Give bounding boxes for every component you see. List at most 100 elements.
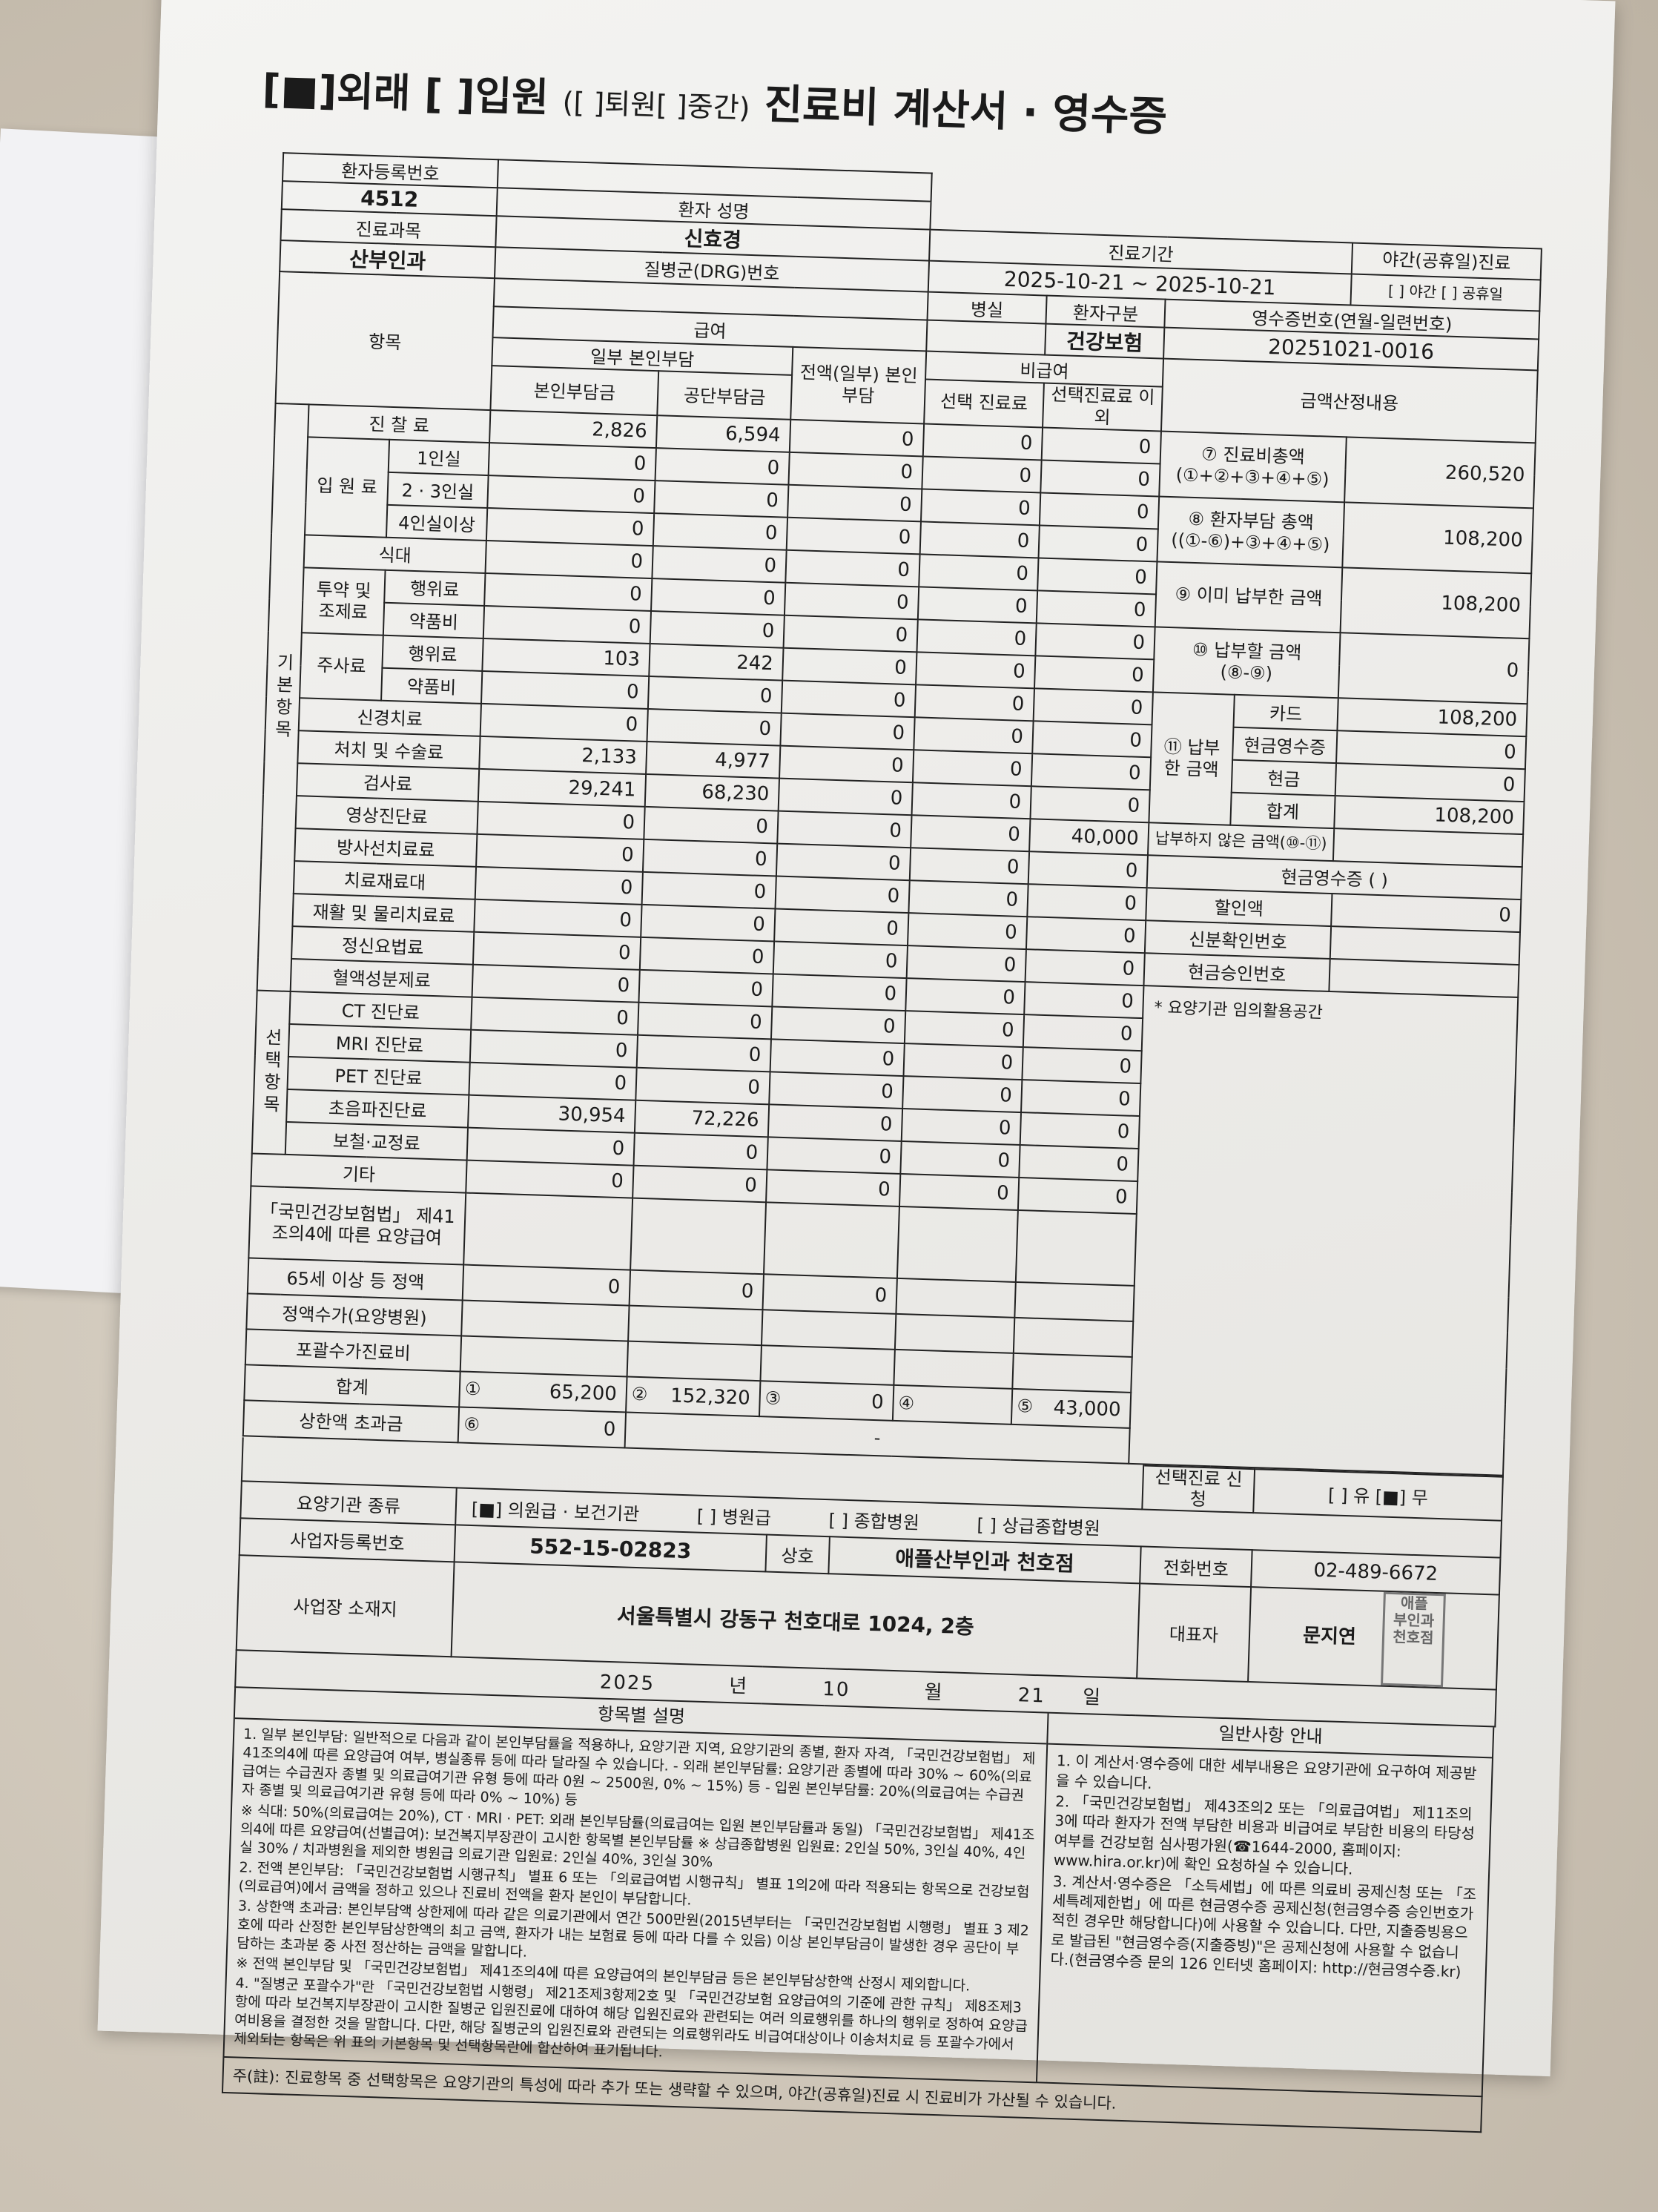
amount-cell: 0 bbox=[786, 517, 922, 554]
amount-cell bbox=[760, 1344, 895, 1385]
amount-cell: 0 bbox=[779, 745, 914, 782]
amount-cell: 0 bbox=[1025, 916, 1146, 953]
amount-cell: 0 bbox=[484, 572, 653, 611]
amount-cell: 0 bbox=[651, 578, 786, 615]
circled-number-mark: ③ bbox=[764, 1387, 782, 1409]
row-label: 방사선치료료 bbox=[294, 828, 478, 867]
amount-cell: 0 bbox=[476, 833, 644, 872]
amount-cell: 0 bbox=[773, 941, 908, 978]
item-explanations: 항목별 설명 1. 일부 본인부담: 일반적으로 다음과 같이 본인부담률을 적… bbox=[224, 1688, 1049, 2081]
amount-cell: 0 bbox=[480, 670, 650, 709]
amount-cell: 0 bbox=[1021, 1079, 1141, 1116]
approval-no-label: 현금승인번호 bbox=[1143, 952, 1330, 991]
amount-cell: 0 bbox=[1041, 427, 1162, 464]
row-label: 1인실 bbox=[388, 439, 490, 475]
amount-cell: 0 bbox=[1032, 720, 1152, 757]
amount-cell: 68,230 bbox=[644, 773, 780, 811]
total-cell-2: ② 152,320 bbox=[626, 1376, 761, 1416]
row-label: PET 진단료 bbox=[287, 1056, 470, 1095]
amount-cell: 0 bbox=[788, 452, 923, 489]
phone-label: 전화번호 bbox=[1140, 1546, 1252, 1588]
facility-type-label: 요양기관 종류 bbox=[240, 1481, 457, 1525]
amount-cell: 0 bbox=[770, 1006, 906, 1043]
amount-cell: 0 bbox=[638, 1002, 773, 1039]
room bbox=[926, 320, 1046, 355]
amount-cell: 0 bbox=[903, 1043, 1023, 1080]
facility-table: 선택진료 신청 [ ] 유 [■] 무 요양기관 종류 [■] 의원급 · 보건… bbox=[234, 1436, 1504, 1728]
amount-cell bbox=[1012, 1353, 1132, 1393]
amount-cell: 0 bbox=[641, 871, 776, 909]
col-selective-label: 선택 진료료 bbox=[924, 379, 1044, 428]
amount-cell: 0 bbox=[783, 615, 918, 652]
amount-cell: 0 bbox=[1017, 1177, 1138, 1214]
amount-cell: 6,594 bbox=[655, 415, 791, 452]
document-name: 진료비 계산서 · 영수증 bbox=[763, 80, 1168, 142]
amount-cell: 0 bbox=[647, 708, 782, 746]
amount-cell: 0 bbox=[636, 1034, 771, 1072]
amount-cell: 0 bbox=[911, 814, 1031, 851]
circled-number-mark: ⑤ bbox=[1017, 1395, 1034, 1417]
total-cell-5: ⑤ 43,000 bbox=[1011, 1388, 1132, 1428]
amount-cell: 242 bbox=[649, 643, 784, 681]
row-label: 식대 bbox=[303, 534, 486, 573]
amount-cell bbox=[894, 1349, 1014, 1389]
amount-cell: 0 bbox=[633, 1165, 767, 1202]
general-info-2: 2. 「국민건강보험법」 제43조의2 또는 「의료급여법」 제11조의3에 따… bbox=[1053, 1792, 1476, 1878]
cap-excess-label: 상한액 초과금 bbox=[242, 1399, 460, 1442]
total-cell-4: ④ bbox=[892, 1384, 1013, 1424]
billing-table: 환자등록번호 4512 환자 성명 진료과목 신효경 진료기간 야간(공휴일)진… bbox=[242, 152, 1545, 1476]
card-label: 카드 bbox=[1233, 694, 1338, 730]
amount-cell: 0 bbox=[908, 912, 1028, 949]
row-label: 진 찰 료 bbox=[308, 403, 491, 443]
amount-cell: 0 bbox=[655, 447, 790, 485]
row-group-label: 투약 및 조제료 bbox=[301, 567, 386, 635]
to-pay-amount: 0 bbox=[1338, 632, 1530, 704]
amount-cell: 0 bbox=[647, 676, 783, 713]
amount-cell: 0 bbox=[778, 778, 913, 815]
full-label: 전액(일부) 본인부담 bbox=[790, 346, 927, 424]
amount-cell: 0 bbox=[908, 879, 1028, 917]
row-label: 「국민건강보험법」 제41조의4에 따른 요양급여 bbox=[248, 1186, 466, 1265]
amount-cell: 0 bbox=[472, 931, 641, 970]
amount-cell: 0 bbox=[639, 937, 775, 974]
paid-label: ⑪ 납부한 금액 bbox=[1149, 691, 1235, 825]
row-label: 신경치료 bbox=[298, 697, 481, 736]
amount-cell bbox=[461, 1300, 630, 1341]
document-title: [■]외래 [ ]입원 ([ ]퇴원[ ]중간) 진료비 계산서 · 영수증 bbox=[262, 55, 1169, 143]
facility-type-general: [ ] 종합병원 bbox=[828, 1509, 920, 1533]
stay-type: ([ ]퇴원[ ]중간) bbox=[561, 85, 751, 125]
amount-cell: 0 bbox=[486, 507, 655, 546]
amount-cell: 0 bbox=[899, 1173, 1020, 1210]
amount-cell: 40,000 bbox=[1029, 818, 1149, 855]
col-nhis-label: 공단부담금 bbox=[657, 371, 793, 420]
total-value: 43,000 bbox=[1053, 1396, 1121, 1422]
amount-cell: 103 bbox=[482, 638, 650, 676]
total-amount: 260,520 bbox=[1344, 436, 1536, 508]
amount-cell: 4,977 bbox=[646, 741, 781, 779]
amount-cell: 0 bbox=[769, 1071, 904, 1109]
amount-cell: 0 bbox=[471, 997, 639, 1035]
row-group-label: 입 원 료 bbox=[305, 436, 390, 538]
to-pay-label: ⑩ 납부할 금액 (⑧-⑨) bbox=[1152, 626, 1341, 698]
amount-cell: 0 bbox=[921, 489, 1041, 526]
patient-total-label: ⑧ 환자부담 총액 ((①-⑥)+③+④+⑤) bbox=[1157, 496, 1345, 567]
paid-before-label: ⑨ 이미 납부한 금액 bbox=[1155, 561, 1343, 633]
seal-stamp: 애플 부인과 천호점 bbox=[1380, 1591, 1446, 1688]
amount-cell: 0 bbox=[629, 1270, 764, 1310]
amount-cell: 0 bbox=[1027, 883, 1147, 920]
address-label: 사업장 소재지 bbox=[236, 1555, 455, 1657]
row-label: 초음파진단료 bbox=[286, 1089, 469, 1128]
amount-cell: 0 bbox=[1024, 981, 1144, 1018]
amount-cell: 0 bbox=[633, 1132, 768, 1169]
row-label: 약품비 bbox=[383, 602, 485, 638]
amount-cell: 0 bbox=[641, 904, 776, 942]
selective-request-label: 선택진료 신청 bbox=[1142, 1465, 1255, 1513]
date-year: 2025 bbox=[599, 1671, 655, 1695]
receipt-body: 환자등록번호 4512 환자 성명 진료과목 신효경 진료기간 야간(공휴일)진… bbox=[221, 152, 1545, 2133]
row-label: 약품비 bbox=[381, 667, 483, 704]
date-year-unit: 년 bbox=[728, 1674, 749, 1698]
amount-cell: 0 bbox=[914, 716, 1034, 753]
id-no bbox=[1330, 925, 1521, 965]
